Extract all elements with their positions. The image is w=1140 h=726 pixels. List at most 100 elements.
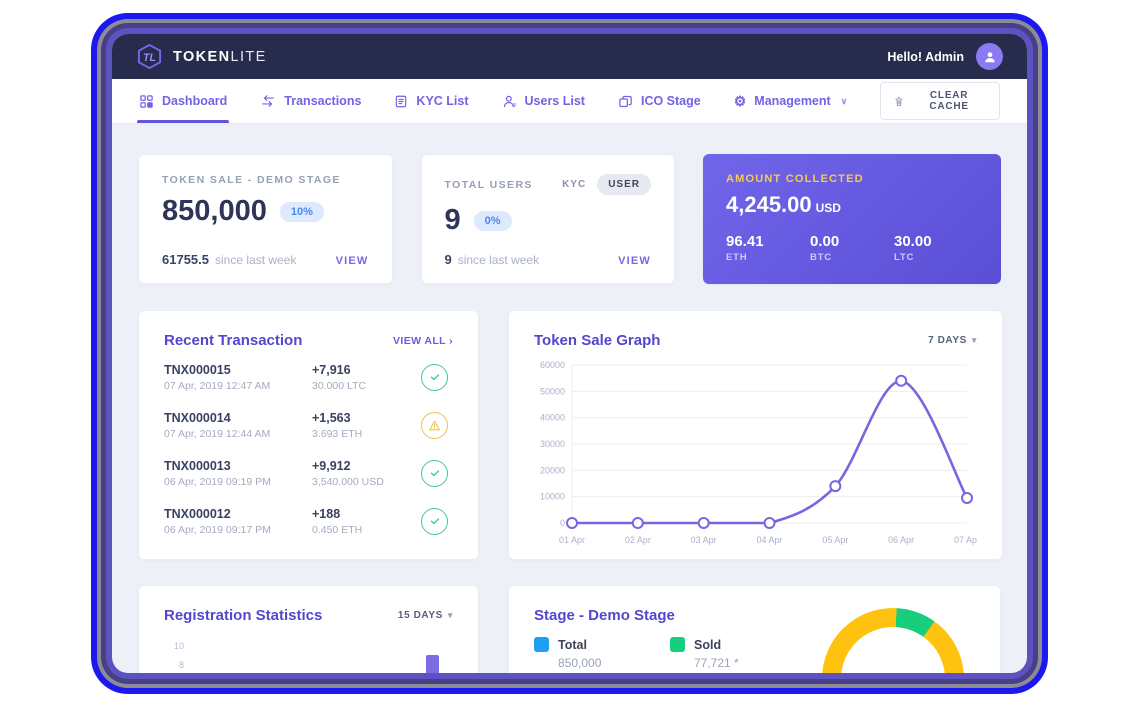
gear-icon: ⚙ (733, 93, 747, 109)
token-sale-view-link[interactable]: VIEW (335, 255, 369, 267)
token-sale-card: TOKEN SALE - DEMO STAGE 850,000 10% 6175… (138, 154, 393, 284)
svg-text:06 Apr: 06 Apr (888, 535, 914, 545)
users-list-person-icon (503, 95, 516, 107)
tx-date: 07 Apr, 2019 12:47 AM (164, 379, 271, 392)
bar (426, 654, 439, 673)
svg-text:0: 0 (560, 518, 565, 528)
view-all-label: VIEW ALL (392, 334, 446, 347)
transaction-row[interactable]: TNX000013 06 Apr, 2019 09:19 PM +9,912 3,5… (164, 449, 453, 497)
amount-usd-currency: USD (815, 201, 841, 215)
legend-total-value: 850,000 (558, 656, 602, 670)
token-sale-value: 850,000 (162, 195, 267, 227)
token-sale-graph-title: Token Sale Graph (534, 332, 661, 349)
eth-breakdown: 96.41 ETH (726, 233, 810, 263)
dropdown-arrow-icon: ▾ (971, 335, 977, 345)
token-sale-delta: 61755.5 (162, 252, 209, 267)
graph-period-dropdown[interactable]: 7 DAYS ▾ (928, 335, 977, 346)
view-all-chevron-icon: › (449, 334, 453, 347)
brand-logo[interactable]: TL TOKENLITE (136, 43, 267, 70)
btc-amount: 0.00 (810, 233, 840, 250)
token-sale-graph-card: Token Sale Graph 7 DAYS ▾ 0 10000 20000 300… (508, 310, 1003, 560)
nav-tabbar: Dashboard Transactions KYC List Users Li… (112, 79, 1027, 124)
legend-item-sold: Sold 77,721 * (670, 637, 806, 670)
user-icon (984, 51, 995, 62)
total-users-value: 9 (444, 204, 461, 236)
amount-usd-value: 4,245.00 (726, 192, 812, 217)
status-warning-icon (421, 411, 448, 439)
tab-transactions[interactable]: Transactions (260, 79, 361, 123)
transactions-list: TNX000015 07 Apr, 2019 12:47 AM +7,916 30.… (164, 353, 453, 545)
ltc-unit: LTC (894, 252, 915, 263)
toggle-user-option[interactable]: USER (597, 174, 651, 195)
y-tick-label: 10 (173, 641, 184, 651)
tab-users-list[interactable]: Users List (502, 79, 585, 123)
total-users-view-link[interactable]: VIEW (618, 255, 651, 267)
token-sale-line-chart: 0 10000 20000 30000 40000 50000 60000 01 Apr 02 … (534, 353, 980, 555)
amount-collected-card: AMOUNT COLLECTED 4,245.00 USD 96.41 ETH 0… (703, 154, 1001, 284)
tx-amount: +7,916 (312, 362, 351, 377)
tab-ico-stage[interactable]: ICO Stage (618, 79, 701, 123)
clear-cache-button[interactable]: CLEAR CACHE (880, 82, 1000, 120)
total-users-badge: 0% (473, 210, 512, 231)
total-users-delta: 9 (444, 252, 452, 267)
tab-label: Management (754, 94, 831, 108)
view-all-link[interactable]: VIEW ALL › (393, 335, 453, 347)
recent-transactions-title: Recent Transaction (164, 332, 303, 349)
svg-text:10000: 10000 (540, 492, 565, 502)
tx-id: TNX000014 (164, 410, 231, 425)
toggle-kyc-option[interactable]: KYC (562, 179, 587, 190)
chevron-down-icon: ∨ (840, 95, 848, 106)
tx-value: 0.450 ETH (312, 523, 363, 536)
transaction-row[interactable]: TNX000015 07 Apr, 2019 12:47 AM +7,916 30.… (164, 353, 453, 401)
svg-text:07 Apr: 07 Apr (954, 535, 977, 545)
svg-text:04 Apr: 04 Apr (756, 535, 782, 545)
brand-name: TOKENLITE (173, 49, 267, 65)
dashboard-grid-icon (140, 94, 153, 108)
eth-unit: ETH (726, 252, 748, 263)
tx-value: 3.693 ETH (312, 427, 363, 440)
tab-dashboard[interactable]: Dashboard (136, 79, 230, 123)
registration-period-dropdown[interactable]: 15 DAYS ▾ (398, 610, 453, 621)
transaction-row[interactable]: TNX000012 06 Apr, 2019 09:17 PM +188 0.450… (164, 497, 453, 545)
stage-demo-stage-card: Stage - Demo Stage Total 850,000 Sold (508, 585, 1001, 673)
tokenlite-hexagon-logo-icon: TL (137, 43, 162, 70)
btc-unit: BTC (810, 252, 832, 263)
ico-stage-cubes-icon (619, 95, 632, 107)
status-success-icon (421, 459, 448, 487)
svg-text:TL: TL (143, 52, 156, 64)
graph-period-label: 7 DAYS (928, 335, 967, 346)
transaction-row[interactable]: TNX000014 07 Apr, 2019 12:44 AM +1,563 3.6… (164, 401, 453, 449)
tab-management[interactable]: ⚙ Management ∨ (734, 79, 848, 123)
tx-date: 06 Apr, 2019 09:19 PM (164, 475, 271, 488)
app-window: TL TOKENLITE Hello! Admin Dashboard (112, 34, 1027, 673)
ltc-amount: 30.00 (894, 233, 932, 250)
svg-text:60000: 60000 (540, 360, 565, 370)
brand-bold: TOKEN (173, 48, 231, 65)
svg-text:05 Apr: 05 Apr (822, 535, 848, 545)
brand-light: LITE (230, 48, 267, 65)
svg-text:30000: 30000 (540, 439, 565, 449)
legend-sold-value: 77,721 * (694, 656, 739, 670)
stage-legend: Total 850,000 Sold 77,721 * (534, 637, 975, 670)
tab-label: Dashboard (162, 94, 228, 108)
total-swatch (534, 637, 549, 652)
token-sale-badge: 10% (279, 201, 324, 222)
tab-kyc-list[interactable]: KYC List (394, 79, 469, 123)
tx-date: 06 Apr, 2019 09:17 PM (164, 523, 271, 536)
stage-donut-chart (822, 608, 964, 673)
kyc-list-document-icon (396, 95, 407, 107)
tx-date: 07 Apr, 2019 12:44 AM (164, 427, 271, 440)
tx-amount: +9,912 (312, 458, 351, 473)
main-content: TOKEN SALE - DEMO STAGE 850,000 10% 6175… (112, 124, 1027, 673)
registration-statistics-title: Registration Statistics (164, 607, 323, 624)
user-avatar[interactable] (976, 43, 1003, 70)
tx-id: TNX000012 (164, 506, 231, 521)
ltc-breakdown: 30.00 LTC (894, 233, 978, 263)
recent-transactions-card: Recent Transaction VIEW ALL › TNX000015 0… (138, 310, 479, 560)
greeting-text: Hello! Admin (887, 49, 964, 64)
sold-swatch (670, 637, 685, 652)
topbar: TL TOKENLITE Hello! Admin (112, 34, 1027, 79)
tx-id: TNX000015 (164, 362, 231, 377)
stage-title: Stage - Demo Stage (534, 607, 675, 624)
tab-label: Users List (524, 94, 585, 108)
